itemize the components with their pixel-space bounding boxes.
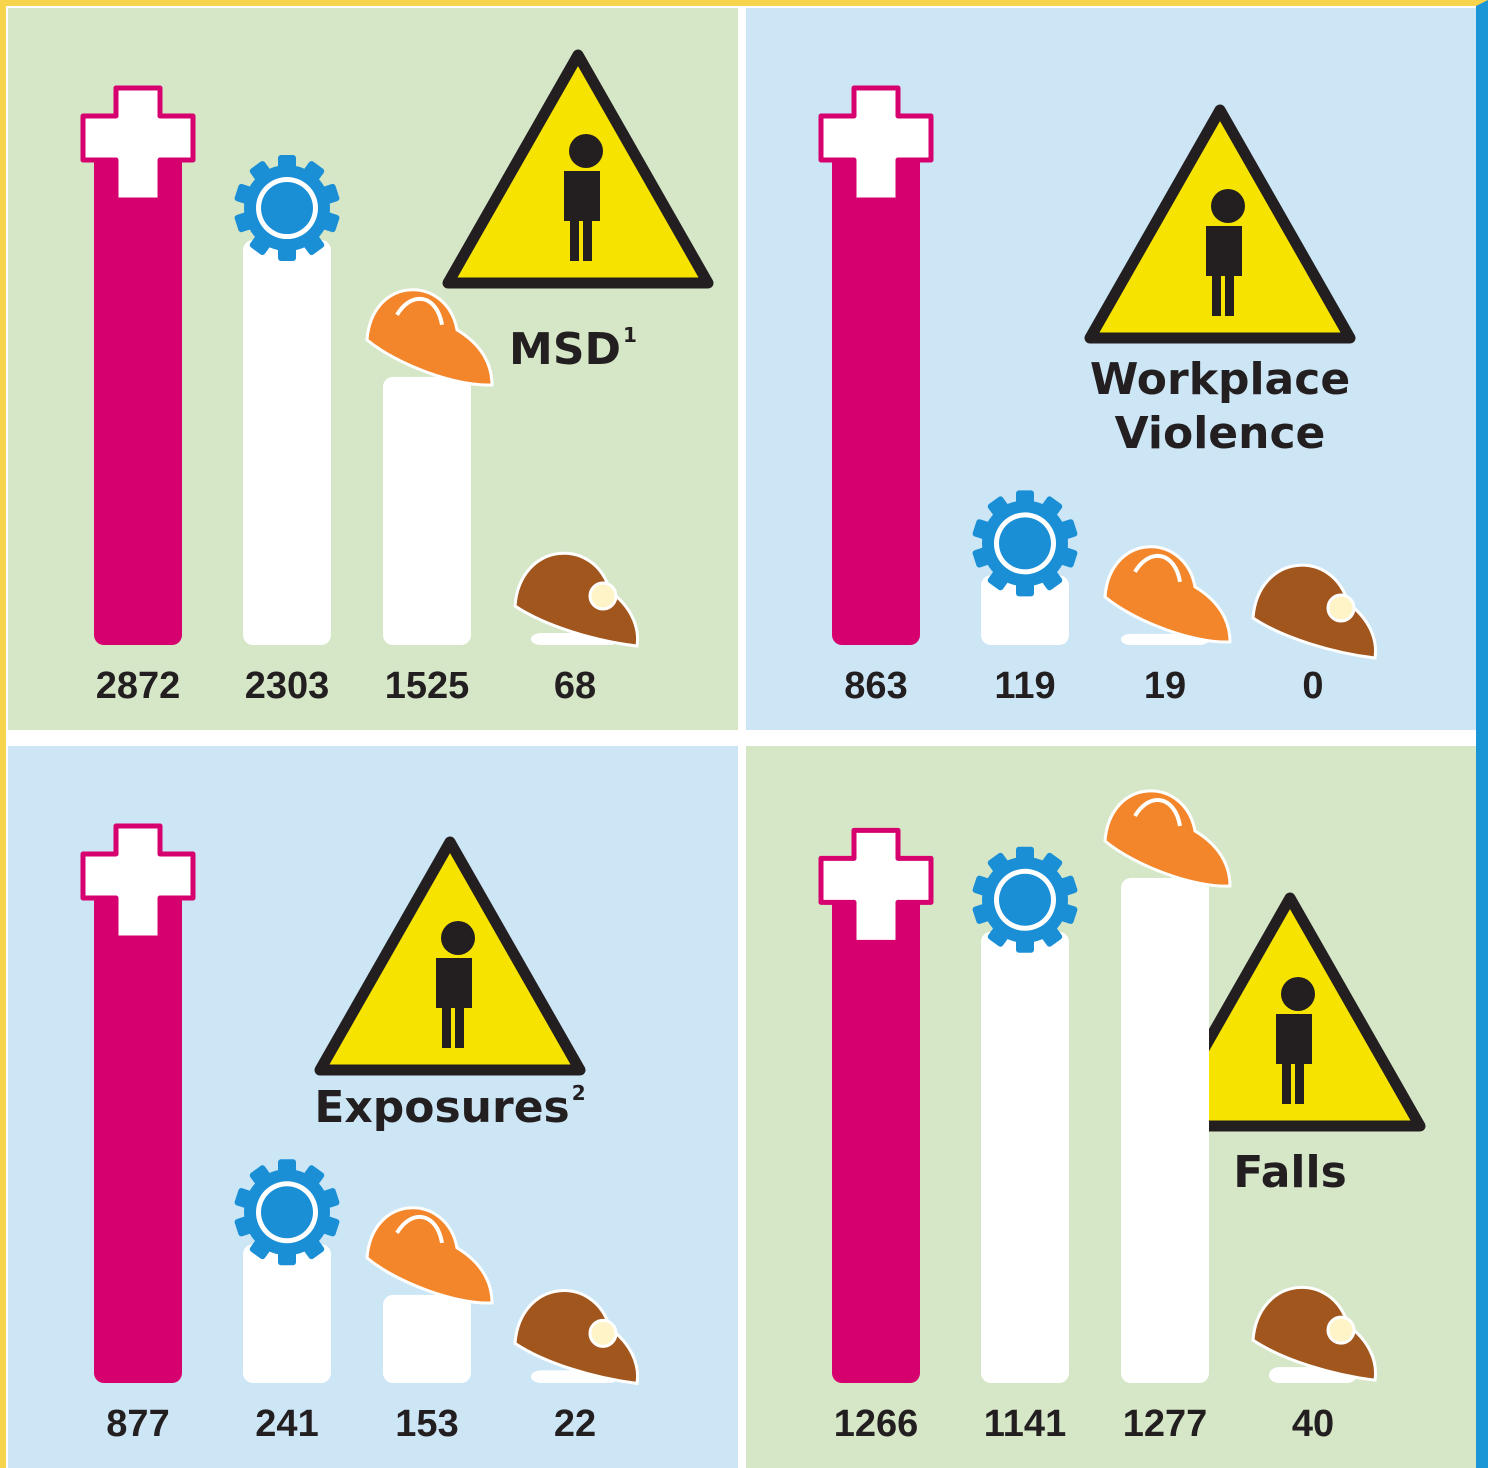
figure-head bbox=[1211, 189, 1245, 223]
chart-panel: 1266 1141 1277 40 Falls bbox=[746, 746, 1476, 1468]
value-label: 1141 bbox=[984, 1403, 1066, 1445]
bar bbox=[94, 878, 182, 1383]
value-label: 1525 bbox=[385, 665, 470, 707]
bar bbox=[243, 240, 331, 645]
title-text: Exposures bbox=[314, 1082, 569, 1133]
helmet-lamp bbox=[1328, 1317, 1354, 1343]
bar bbox=[383, 377, 471, 645]
miner-helmet bbox=[1253, 565, 1376, 658]
bar-icon bbox=[234, 1159, 340, 1265]
value-label: 241 bbox=[255, 1403, 318, 1445]
bar-icon bbox=[1105, 547, 1230, 642]
value-label: 153 bbox=[395, 1403, 458, 1445]
miner-helmet bbox=[515, 1291, 638, 1384]
miner-helmet bbox=[1253, 1287, 1376, 1380]
helmet-lamp bbox=[590, 1320, 616, 1346]
bar-icon bbox=[1253, 565, 1376, 658]
bar-icon bbox=[1105, 791, 1230, 886]
gear-center bbox=[999, 874, 1051, 926]
bar bbox=[832, 882, 920, 1383]
helmet-lamp bbox=[590, 583, 616, 609]
title-text: MSD bbox=[509, 324, 621, 375]
title-text: Falls bbox=[1233, 1147, 1347, 1198]
bar bbox=[832, 140, 920, 645]
miner-helmet bbox=[515, 553, 638, 646]
bar-icon bbox=[515, 553, 638, 646]
value-label: 0 bbox=[1302, 665, 1323, 707]
infographic: 2872 2303 1525 68 MSD1 863 119 19 0 Workplace Vio… bbox=[0, 0, 1488, 1468]
bar-icon bbox=[234, 155, 340, 261]
gear-center bbox=[999, 517, 1051, 569]
value-label: 863 bbox=[844, 665, 907, 707]
figure-head bbox=[569, 134, 603, 168]
value-label: 22 bbox=[554, 1403, 596, 1445]
value-label: 119 bbox=[994, 665, 1055, 707]
figure-head bbox=[441, 921, 475, 955]
figure-head bbox=[1281, 977, 1315, 1011]
bar-icon bbox=[972, 847, 1078, 953]
value-label: 1277 bbox=[1123, 1403, 1208, 1445]
chart: 1266 1141 1277 40 bbox=[746, 746, 1476, 1468]
helmet-lamp bbox=[1328, 595, 1354, 621]
gear-center bbox=[261, 1186, 313, 1238]
bar bbox=[94, 140, 182, 645]
footnote-mark: 1 bbox=[623, 323, 637, 347]
bar-icon bbox=[367, 1208, 492, 1303]
value-label: 40 bbox=[1292, 1403, 1334, 1445]
bar bbox=[383, 1295, 471, 1383]
panel-title: Falls bbox=[1140, 1146, 1440, 1200]
title-text: Workplace Violence bbox=[1090, 354, 1350, 459]
gear-center bbox=[261, 182, 313, 234]
bar-icon bbox=[515, 1291, 638, 1384]
panel-title: Workplace Violence bbox=[1070, 353, 1370, 461]
value-label: 19 bbox=[1144, 665, 1186, 707]
bar-icon bbox=[1253, 1287, 1376, 1380]
value-label: 1266 bbox=[834, 1403, 919, 1445]
bar bbox=[981, 932, 1069, 1383]
footnote-mark: 2 bbox=[572, 1081, 586, 1105]
bar-icon bbox=[972, 490, 1078, 596]
value-label: 68 bbox=[554, 665, 596, 707]
bar bbox=[1121, 878, 1209, 1383]
value-label: 2303 bbox=[245, 665, 330, 707]
value-label: 2872 bbox=[96, 665, 181, 707]
chart-panel: 863 119 19 0 Workplace Violence bbox=[746, 8, 1476, 730]
value-label: 877 bbox=[106, 1403, 169, 1445]
